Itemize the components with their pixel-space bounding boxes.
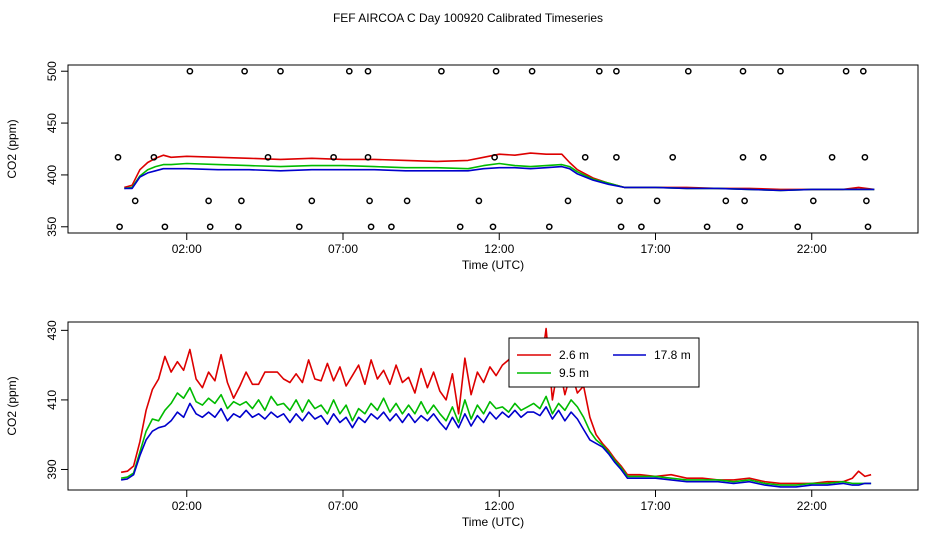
x-tick-label: 07:00: [328, 242, 358, 256]
data-point-marker: [491, 153, 498, 161]
data-point-marker: [277, 67, 284, 75]
x-tick-label: 02:00: [172, 242, 202, 256]
data-point-marker: [613, 153, 620, 161]
y-tick-label: 390: [45, 459, 59, 479]
data-point-marker: [581, 153, 589, 161]
x-tick-label: 22:00: [797, 242, 827, 256]
data-point-marker: [595, 67, 603, 75]
data-point-marker: [616, 197, 623, 205]
data-point-marker: [308, 197, 316, 205]
data-point-marker: [777, 67, 784, 75]
data-point-marker: [150, 153, 158, 161]
y-tick-label: 500: [45, 61, 59, 81]
data-point-marker: [345, 67, 353, 75]
data-point-marker: [116, 223, 123, 231]
data-point-marker: [438, 67, 445, 75]
y-tick-label: 410: [45, 390, 59, 410]
data-point-marker: [564, 197, 572, 205]
data-point-marker: [241, 67, 248, 75]
series-line-9-5-m: [120, 386, 872, 486]
y-tick-label: 400: [45, 165, 59, 185]
top-axis-layer: 02:00 07:00 12:00 17:00 22:00 350 400 450 500: [45, 61, 827, 256]
legend-label-17-8-m: 17.8 m: [654, 348, 691, 362]
data-point-marker: [861, 153, 869, 161]
y-tick-label: 350: [45, 216, 59, 236]
x-tick-label: 07:00: [328, 499, 358, 513]
data-point-marker: [234, 223, 242, 231]
chart-title: FEF AIRCOA C Day 100920 Calibrated Times…: [333, 11, 603, 25]
data-point-marker: [739, 67, 747, 75]
data-point-marker: [739, 153, 747, 161]
data-point-marker: [842, 67, 850, 75]
data-point-marker: [863, 197, 870, 205]
top-plot-frame: [67, 64, 919, 234]
data-point-marker: [828, 153, 836, 161]
bottom-plot-frame: [67, 321, 919, 491]
top-marker-layer: [114, 67, 872, 231]
bottom-series-layer: [120, 327, 872, 488]
data-point-marker: [759, 153, 767, 161]
data-point-marker: [364, 153, 372, 161]
legend: 2.6 m 17.8 m 9.5 m: [508, 337, 700, 388]
series-line-17-8-m: [120, 402, 872, 488]
legend-label-2-6-m: 2.6 m: [559, 348, 589, 362]
x-tick-label: 17:00: [640, 499, 670, 513]
y-tick-label: 450: [45, 113, 59, 133]
data-point-marker: [161, 223, 169, 231]
data-point-marker: [613, 67, 620, 75]
data-point-marker: [205, 197, 212, 205]
top-x-axis-label: Time (UTC): [462, 258, 524, 272]
data-point-marker: [295, 223, 303, 231]
data-point-marker: [388, 223, 395, 231]
data-point-marker: [489, 223, 497, 231]
x-tick-label: 12:00: [484, 242, 514, 256]
data-point-marker: [794, 223, 802, 231]
top-series-layer: [124, 152, 875, 192]
data-point-marker: [114, 153, 122, 161]
x-tick-label: 02:00: [172, 499, 202, 513]
data-point-marker: [330, 153, 337, 161]
y-tick-label: 430: [45, 320, 59, 340]
data-point-marker: [364, 67, 372, 75]
x-tick-label: 22:00: [797, 499, 827, 513]
data-point-marker: [669, 153, 677, 161]
series-line-17-8-m: [124, 165, 875, 192]
x-tick-label: 12:00: [484, 499, 514, 513]
top-panel: 02:00 07:00 12:00 17:00 22:00 350 400 450 500 Ti…: [5, 61, 919, 272]
data-point-marker: [653, 197, 661, 205]
bottom-axis-layer: 02:00 07:00 12:00 17:00 22:00 390 410 430: [45, 320, 827, 513]
bottom-y-axis-label: CO2 (ppm): [5, 376, 19, 435]
data-point-marker: [545, 223, 553, 231]
legend-label-9-5-m: 9.5 m: [559, 366, 589, 380]
data-point-marker: [186, 67, 194, 75]
data-point-marker: [722, 197, 730, 205]
top-y-axis-label: CO2 (ppm): [5, 119, 19, 178]
data-point-marker: [366, 197, 373, 205]
data-point-marker: [859, 67, 867, 75]
data-point-marker: [456, 223, 464, 231]
series-line-2-6-m: [120, 327, 872, 485]
data-point-marker: [736, 223, 744, 231]
data-point-marker: [475, 197, 483, 205]
data-point-marker: [492, 67, 500, 75]
data-point-marker: [703, 223, 711, 231]
data-point-marker: [741, 197, 748, 205]
bottom-panel: 02:00 07:00 12:00 17:00 22:00 390 410 430 Time …: [5, 320, 919, 529]
data-point-marker: [264, 153, 272, 161]
data-point-marker: [206, 223, 214, 231]
data-point-marker: [809, 197, 817, 205]
data-point-marker: [617, 223, 625, 231]
data-point-marker: [131, 197, 139, 205]
data-point-marker: [864, 223, 872, 231]
legend-box: [508, 337, 700, 388]
data-point-marker: [367, 223, 375, 231]
data-point-marker: [684, 67, 692, 75]
x-tick-label: 17:00: [640, 242, 670, 256]
data-point-marker: [528, 67, 536, 75]
data-point-marker: [638, 223, 645, 231]
data-point-marker: [403, 197, 411, 205]
bottom-x-axis-label: Time (UTC): [462, 515, 524, 529]
data-point-marker: [238, 197, 245, 205]
